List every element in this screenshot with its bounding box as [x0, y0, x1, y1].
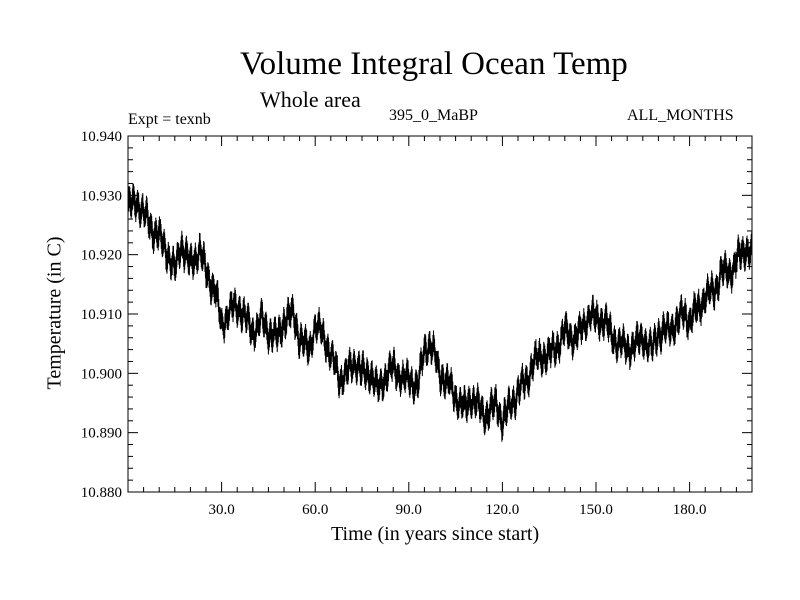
run-id-label: 395_0_MaBP — [389, 107, 478, 124]
x-tick-label: 150.0 — [579, 502, 613, 518]
chart-title: Volume Integral Ocean Temp — [240, 46, 628, 82]
chart-subtitle: Whole area — [260, 87, 361, 112]
x-axis-label: Time (in years since start) — [331, 523, 540, 545]
temperature-series-line — [127, 183, 753, 442]
x-tick-label: 120.0 — [486, 502, 520, 518]
x-tick-label: 30.0 — [208, 502, 234, 518]
y-tick-label: 10.920 — [81, 248, 122, 264]
y-tick-label: 10.900 — [81, 366, 122, 382]
x-tick-label: 180.0 — [673, 502, 707, 518]
x-tick-label: 90.0 — [396, 502, 422, 518]
y-tick-label: 10.910 — [81, 307, 122, 323]
months-label: ALL_MONTHS — [627, 107, 734, 124]
y-tick-label: 10.880 — [81, 485, 122, 501]
y-tick-label: 10.890 — [81, 426, 122, 442]
y-tick-label: 10.940 — [81, 129, 122, 145]
y-tick-label: 10.930 — [81, 188, 122, 204]
experiment-label: Expt = texnb — [128, 111, 211, 128]
x-tick-label: 60.0 — [302, 502, 328, 518]
